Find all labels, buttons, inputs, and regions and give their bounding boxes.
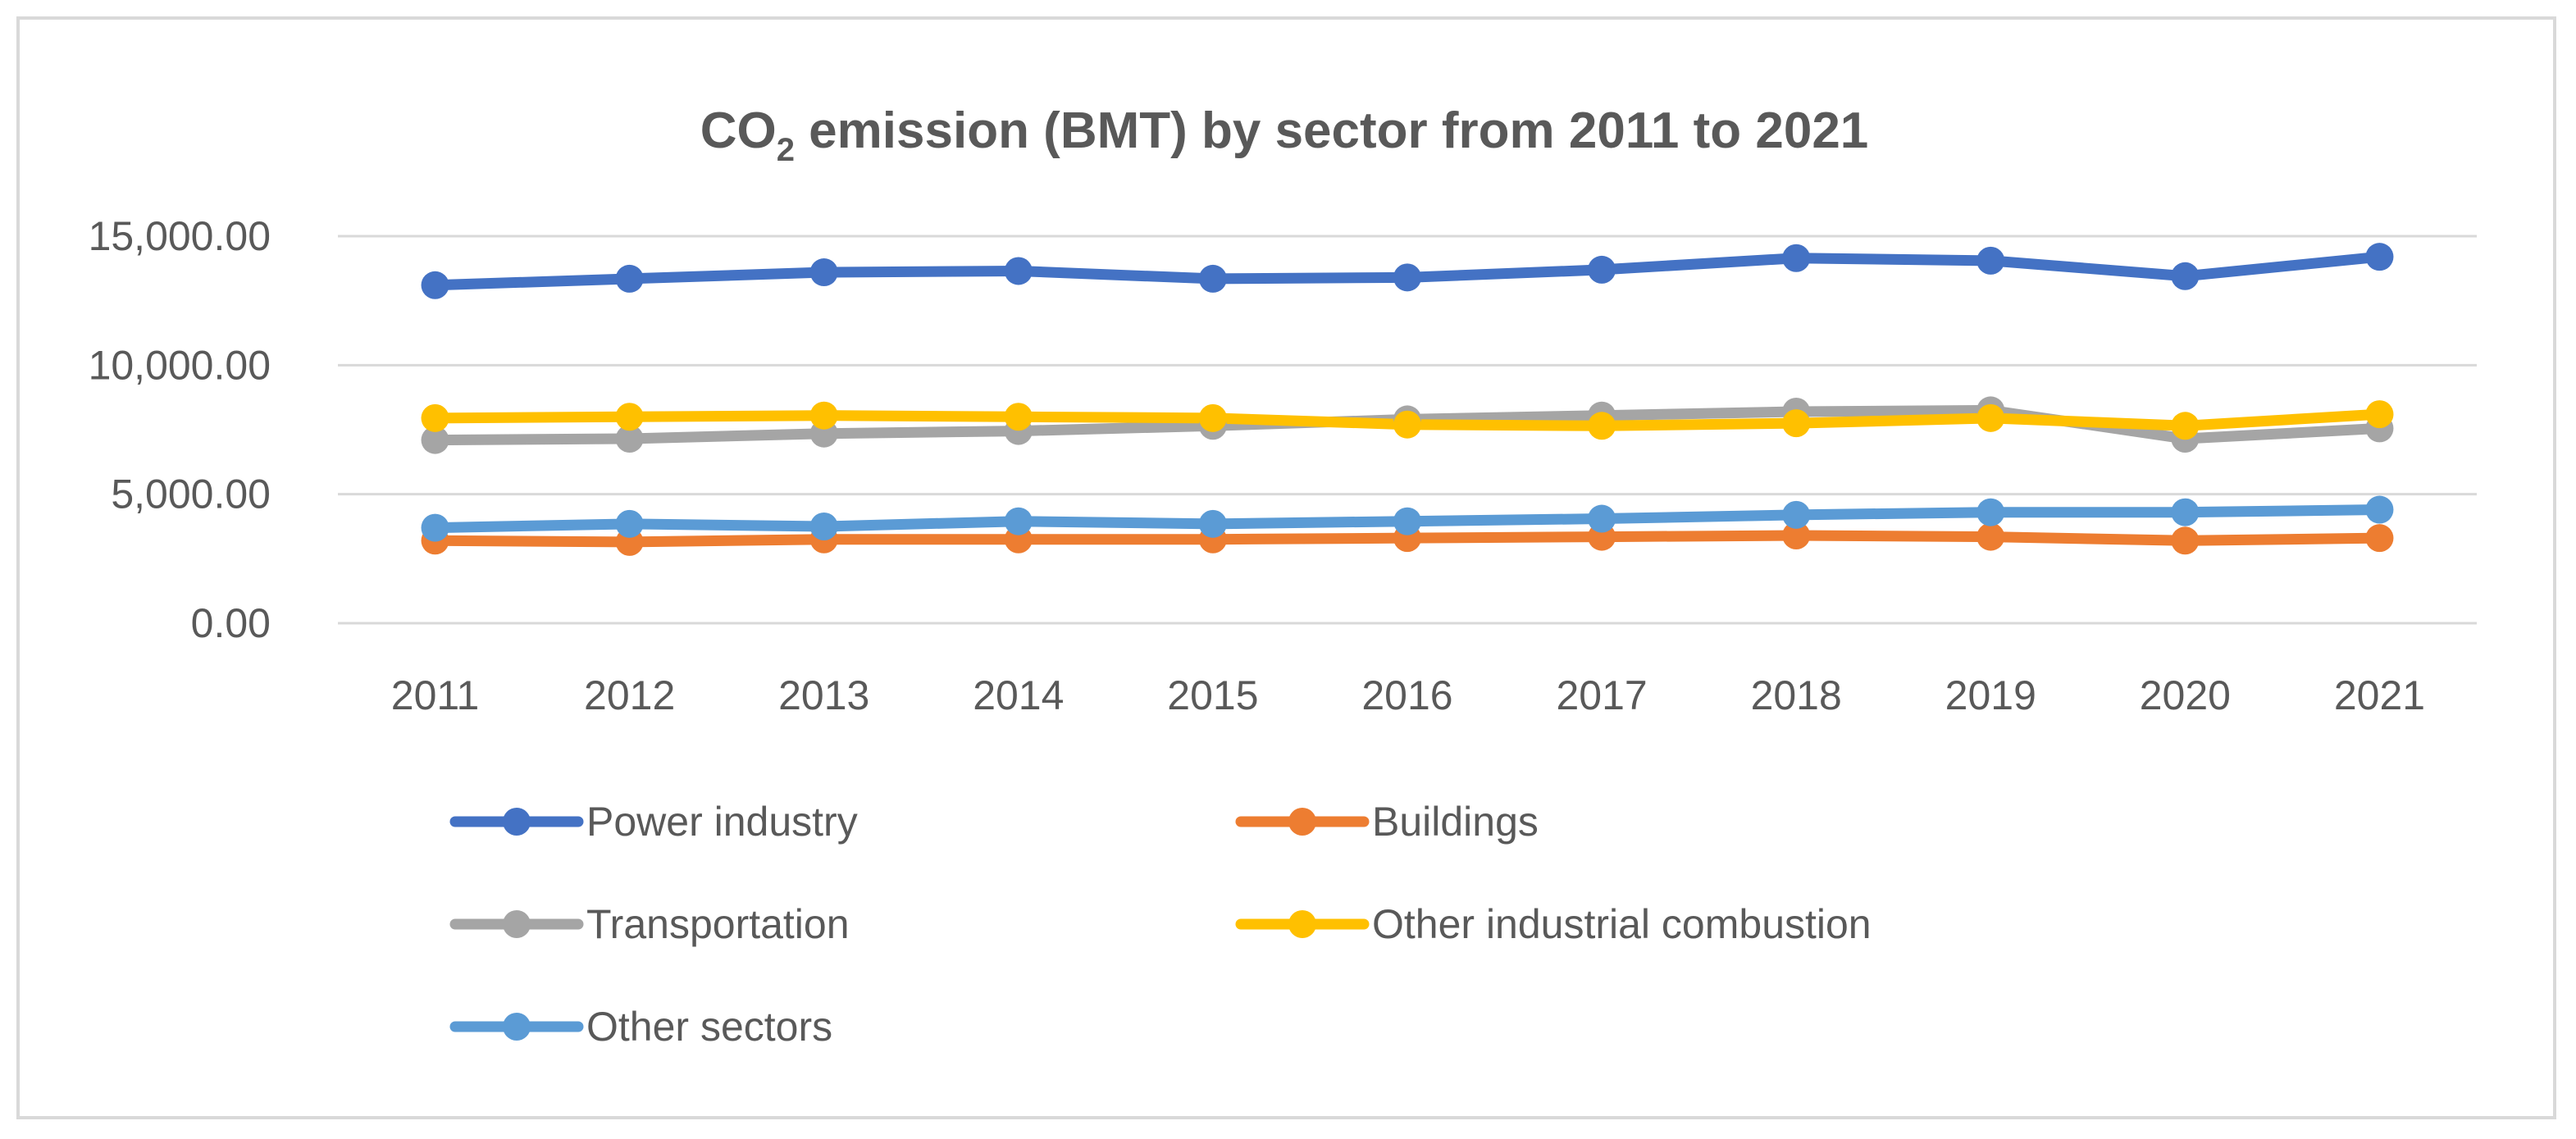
x-tick-label: 2013: [778, 672, 869, 718]
y-tick-label: 15,000.00: [89, 213, 271, 259]
data-point: [2171, 498, 2200, 526]
chart-frame: [16, 16, 2556, 1119]
legend-label: Transportation: [586, 901, 850, 947]
y-tick-label: 5,000.00: [111, 472, 271, 517]
legend-label: Power industry: [586, 799, 858, 845]
data-point: [1198, 509, 1227, 538]
x-tick-label: 2019: [1945, 672, 2036, 718]
legend-swatch-marker: [503, 808, 531, 836]
data-point: [2365, 495, 2394, 524]
data-point: [2365, 243, 2394, 271]
chart-title: CO2 emission (BMT) by sector from 2011 t…: [700, 103, 1869, 168]
data-point: [1198, 264, 1227, 293]
y-tick-label: 0.00: [191, 600, 271, 646]
data-point: [421, 271, 449, 299]
data-point: [1588, 255, 1616, 284]
x-tick-label: 2012: [584, 672, 675, 718]
legend-entry: Transportation: [449, 901, 850, 947]
data-point: [2365, 524, 2394, 553]
legend-label: Other sectors: [586, 1004, 832, 1050]
series-lines: [430, 251, 2385, 548]
x-tick-label: 2014: [973, 672, 1064, 718]
data-point: [1198, 403, 1227, 432]
legend-swatch-marker: [503, 1013, 531, 1041]
x-tick-label: 2018: [1751, 672, 1842, 718]
data-point: [1393, 263, 1421, 292]
data-point: [421, 403, 449, 432]
data-point: [1393, 507, 1421, 535]
data-point: [1976, 246, 2005, 275]
legend: Power industry Buildings Transportation Oth…: [449, 799, 1872, 1050]
data-point: [2365, 400, 2394, 429]
data-point: [421, 513, 449, 542]
legend-entry: Buildings: [1235, 799, 1539, 845]
x-axis-tick-labels: 2011 2012 2013 2014 2015 2016 2017 2018 2019 2020…: [391, 672, 2425, 718]
series-markers: [421, 243, 2394, 556]
legend-swatch-marker: [1288, 910, 1316, 938]
legend-label: Other industrial combustion: [1372, 901, 1872, 947]
data-point: [615, 264, 644, 293]
data-point: [615, 425, 644, 453]
legend-label: Buildings: [1372, 799, 1539, 845]
gridlines: [338, 235, 2477, 625]
data-point: [1393, 410, 1421, 439]
chart-title-subscript: 2: [777, 132, 795, 168]
data-point: [1588, 504, 1616, 533]
data-point: [1004, 507, 1033, 535]
data-point: [809, 513, 838, 540]
data-point: [1976, 522, 2005, 551]
data-point: [615, 403, 644, 431]
data-point: [2171, 412, 2200, 440]
x-tick-label: 2011: [391, 672, 480, 718]
chart-title-suffix: emission (BMT) by sector from 2011 to 20…: [795, 103, 1868, 159]
data-point: [1782, 500, 1811, 529]
data-point: [809, 258, 838, 287]
data-point: [2171, 262, 2200, 290]
legend-swatch-marker: [1288, 808, 1316, 836]
data-point: [809, 401, 838, 430]
x-tick-label: 2020: [2140, 672, 2231, 718]
legend-entry: Other industrial combustion: [1235, 901, 1872, 947]
legend-entry: Other sectors: [449, 1004, 832, 1050]
x-tick-label: 2016: [1361, 672, 1452, 718]
x-tick-label: 2017: [1556, 672, 1647, 718]
data-point: [1782, 409, 1811, 438]
data-point: [1782, 522, 1811, 550]
x-tick-label: 2015: [1167, 672, 1258, 718]
legend-swatch-marker: [503, 910, 531, 938]
data-point: [1588, 412, 1616, 440]
data-point: [1004, 257, 1033, 285]
data-point: [2171, 526, 2200, 555]
x-tick-label: 2021: [2334, 672, 2425, 718]
legend-entry: Power industry: [449, 799, 858, 845]
y-tick-label: 10,000.00: [89, 342, 271, 388]
data-point: [615, 509, 644, 538]
chart-title-prefix: CO: [700, 103, 777, 159]
y-axis-tick-labels: 0.00 5,000.00 10,000.00 15,000.00: [89, 213, 271, 646]
data-point: [1976, 498, 2005, 526]
data-point: [421, 426, 449, 454]
data-point: [1004, 403, 1033, 431]
data-point: [1976, 403, 2005, 432]
data-point: [1782, 244, 1811, 272]
